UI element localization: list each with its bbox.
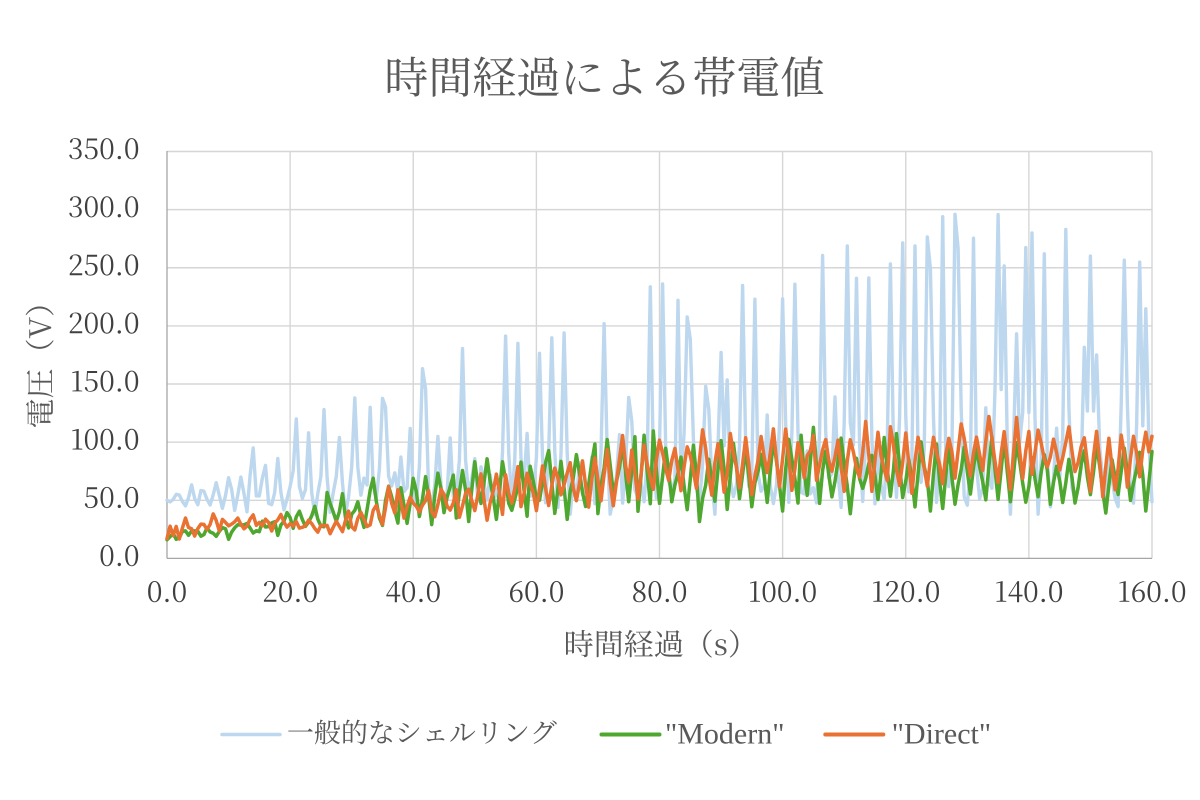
svg-text:"Direct": "Direct" [892, 718, 991, 751]
svg-text:"Modern": "Modern" [665, 718, 784, 751]
